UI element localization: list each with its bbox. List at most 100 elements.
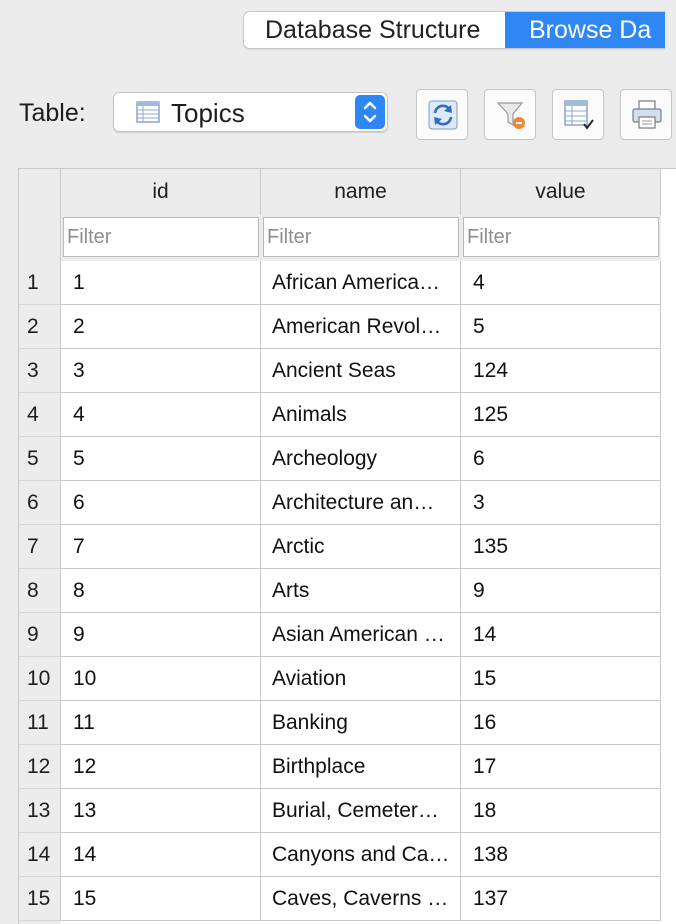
row-number[interactable]: 8 [19, 569, 61, 613]
print-button[interactable] [620, 89, 672, 140]
filter-cell-value [461, 215, 661, 261]
cell-value[interactable]: 14 [461, 613, 661, 657]
column-header-value[interactable]: value [461, 169, 661, 215]
column-header-row: id name value [61, 169, 661, 215]
row-number[interactable]: 9 [19, 613, 61, 657]
cell-id[interactable]: 15 [61, 877, 261, 921]
cell-id[interactable]: 1 [61, 261, 261, 305]
cell-id[interactable]: 11 [61, 701, 261, 745]
tab-database-structure[interactable]: Database Structure [265, 16, 481, 44]
cell-value[interactable]: 138 [461, 833, 661, 877]
cell-id[interactable]: 2 [61, 305, 261, 349]
table-icon [136, 100, 160, 124]
printer-icon [632, 100, 662, 129]
table-select[interactable]: Topics [113, 92, 388, 132]
table-row: 10 10 Aviation 15 [19, 657, 676, 701]
cell-id[interactable]: 14 [61, 833, 261, 877]
table-row: 1 1 African America… 4 [19, 261, 676, 305]
cell-value[interactable]: 9 [461, 569, 661, 613]
cell-value[interactable]: 135 [461, 525, 661, 569]
table-label: Table: [19, 99, 86, 127]
row-number[interactable]: 3 [19, 349, 61, 393]
save-table-button[interactable] [552, 89, 604, 140]
row-number[interactable]: 13 [19, 789, 61, 833]
cell-value[interactable]: 4 [461, 261, 661, 305]
grid-body: 1 1 African America… 4 2 2 American Revo… [19, 261, 676, 921]
table-row: 3 3 Ancient Seas 124 [19, 349, 676, 393]
cell-value[interactable]: 125 [461, 393, 661, 437]
cell-value[interactable]: 124 [461, 349, 661, 393]
cell-id[interactable]: 6 [61, 481, 261, 525]
cell-id[interactable]: 8 [61, 569, 261, 613]
cell-id[interactable]: 7 [61, 525, 261, 569]
column-header-name[interactable]: name [261, 169, 461, 215]
table-row: 2 2 American Revol… 5 [19, 305, 676, 349]
cell-value[interactable]: 3 [461, 481, 661, 525]
cell-id[interactable]: 4 [61, 393, 261, 437]
cell-id[interactable]: 3 [61, 349, 261, 393]
row-number[interactable]: 7 [19, 525, 61, 569]
cell-name[interactable]: Ancient Seas [261, 349, 461, 393]
cell-value[interactable]: 137 [461, 877, 661, 921]
row-number[interactable]: 6 [19, 481, 61, 525]
cell-value[interactable]: 5 [461, 305, 661, 349]
clear-filters-button[interactable] [484, 89, 536, 140]
cell-name[interactable]: Banking [261, 701, 461, 745]
row-number[interactable]: 14 [19, 833, 61, 877]
cell-value[interactable]: 17 [461, 745, 661, 789]
table-row: 7 7 Arctic 135 [19, 525, 676, 569]
cell-name[interactable]: Arts [261, 569, 461, 613]
refresh-button[interactable] [416, 89, 468, 140]
filter-cell-name [261, 215, 461, 261]
cell-name[interactable]: Caves, Caverns … [261, 877, 461, 921]
cell-id[interactable]: 10 [61, 657, 261, 701]
mode-tabs: Database Structure Browse Da [243, 11, 665, 49]
row-number[interactable]: 11 [19, 701, 61, 745]
cell-name[interactable]: Canyons and Ca… [261, 833, 461, 877]
table-row: 9 9 Asian American … 14 [19, 613, 676, 657]
table-row: 8 8 Arts 9 [19, 569, 676, 613]
chevron-up-down-icon[interactable] [355, 95, 385, 129]
grid-corner [19, 169, 61, 261]
cell-value[interactable]: 18 [461, 789, 661, 833]
cell-name[interactable]: Burial, Cemeter… [261, 789, 461, 833]
cell-name[interactable]: Architecture an… [261, 481, 461, 525]
cell-name[interactable]: Aviation [261, 657, 461, 701]
cell-value[interactable]: 6 [461, 437, 661, 481]
row-number[interactable]: 12 [19, 745, 61, 789]
table-save-icon [564, 100, 594, 130]
row-number[interactable]: 1 [19, 261, 61, 305]
table-row: 5 5 Archeology 6 [19, 437, 676, 481]
row-number[interactable]: 15 [19, 877, 61, 921]
filter-input-value[interactable] [463, 217, 659, 257]
row-number[interactable]: 5 [19, 437, 61, 481]
row-number[interactable]: 4 [19, 393, 61, 437]
tab-browse-data[interactable]: Browse Da [505, 12, 665, 48]
row-number[interactable]: 10 [19, 657, 61, 701]
cell-value[interactable]: 16 [461, 701, 661, 745]
funnel-clear-icon [496, 102, 525, 129]
cell-id[interactable]: 13 [61, 789, 261, 833]
row-number[interactable]: 2 [19, 305, 61, 349]
table-row: 6 6 Architecture an… 3 [19, 481, 676, 525]
cell-value[interactable]: 15 [461, 657, 661, 701]
filter-input-name[interactable] [263, 217, 459, 257]
cell-name[interactable]: American Revol… [261, 305, 461, 349]
refresh-icon [428, 100, 458, 130]
cell-id[interactable]: 9 [61, 613, 261, 657]
cell-name[interactable]: Arctic [261, 525, 461, 569]
table-select-value: Topics [171, 98, 245, 128]
cell-name[interactable]: Birthplace [261, 745, 461, 789]
cell-name[interactable]: Asian American … [261, 613, 461, 657]
cell-name[interactable]: African America… [261, 261, 461, 305]
table-row: 14 14 Canyons and Ca… 138 [19, 833, 676, 877]
table-row: 4 4 Animals 125 [19, 393, 676, 437]
filter-row [61, 215, 661, 261]
cell-id[interactable]: 5 [61, 437, 261, 481]
cell-name[interactable]: Animals [261, 393, 461, 437]
column-header-id[interactable]: id [61, 169, 261, 215]
cell-name[interactable]: Archeology [261, 437, 461, 481]
cell-id[interactable]: 12 [61, 745, 261, 789]
filter-input-id[interactable] [63, 217, 259, 257]
